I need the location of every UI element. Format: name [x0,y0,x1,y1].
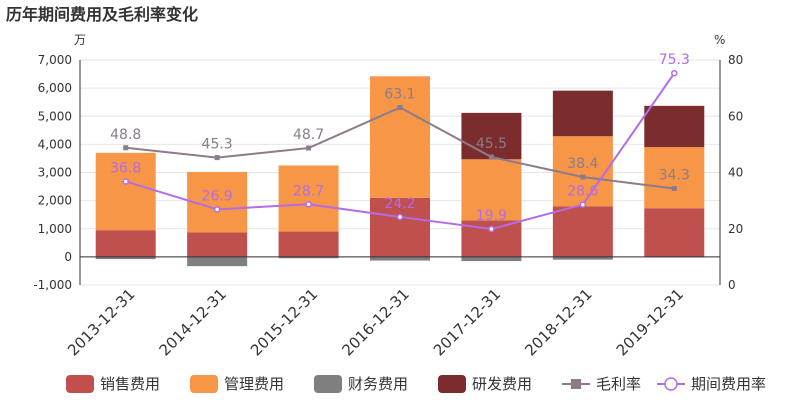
bar-segment[interactable] [644,208,705,257]
data-label: 45.5 [476,136,507,152]
right-tick-label: 40 [728,166,743,180]
category-label: 2015-12-31 [247,285,321,359]
data-point[interactable] [305,201,312,208]
data-label: 48.8 [110,127,141,143]
left-tick-label: 3,000 [38,166,72,180]
legend-swatch [190,375,218,393]
bar-segment[interactable] [552,90,613,137]
data-label: 75.3 [659,52,690,68]
data-labels: 48.8 45.3 48.7 63.1 45.5 38.4 34.3 36.8 26.9 28.7… [110,52,690,224]
legend[interactable]: 销售费用 管理费用 财务费用 研发费用 毛利率 期间费用率 [66,375,766,393]
legend-label: 管理费用 [224,375,284,393]
data-label: 19.9 [476,208,507,224]
data-point[interactable] [213,206,221,213]
left-tick-label: 0 [64,250,72,264]
bar-segment[interactable] [370,197,430,257]
legend-item[interactable]: 管理费用 [190,375,284,393]
right-tick-label: 60 [728,109,743,123]
data-point[interactable] [671,186,677,192]
legend-item[interactable]: 期间费用率 [657,375,766,393]
category-label: 2017-12-31 [430,285,504,359]
left-tick-label: 4,000 [38,137,72,151]
legend-swatch [66,375,94,393]
legend-label: 研发费用 [472,375,532,393]
bar-segment[interactable] [95,230,156,257]
bar-segment[interactable] [370,76,430,198]
legend-label: 毛利率 [596,375,641,393]
category-label: 2016-12-31 [338,285,412,359]
category-label: 2014-12-31 [156,285,230,359]
right-axis-unit: % [714,33,725,47]
data-label: 48.7 [293,127,324,143]
bar-segment[interactable] [278,231,339,257]
bar-segment[interactable] [644,105,705,148]
left-tick-label: 7,000 [38,53,72,67]
chart-title: 历年期间费用及毛利率变化 [6,5,198,24]
data-label: 63.1 [384,87,415,103]
left-tick-label: 6,000 [38,81,72,95]
bar-segment[interactable] [461,159,522,221]
legend-item[interactable]: 研发费用 [438,375,532,393]
bar-segment[interactable] [187,232,248,257]
data-label: 38.4 [567,156,598,172]
bar-segment[interactable] [461,256,522,262]
data-label: 28.6 [567,184,598,200]
left-axis-unit: 万 [74,33,86,47]
data-label: 24.2 [384,196,415,212]
data-point[interactable] [214,155,220,161]
bar-segment[interactable] [552,206,613,257]
bar-segment[interactable] [644,147,705,209]
category-label: 2013-12-31 [64,285,138,359]
legend-swatch [438,375,466,393]
left-tick-label: 5,000 [38,109,72,123]
data-point[interactable] [122,178,129,185]
data-label: 34.3 [659,168,690,184]
category-label: 2018-12-31 [521,285,595,359]
data-label: 36.8 [110,161,141,177]
data-point[interactable] [488,154,494,160]
data-point[interactable] [306,145,312,151]
data-point[interactable] [396,213,404,221]
data-point[interactable] [580,174,586,180]
data-label: 45.3 [202,137,233,153]
bars [95,76,705,267]
legend-marker [664,377,678,391]
bar-segment[interactable] [187,256,248,267]
data-label: 28.7 [293,183,324,199]
data-label: 26.9 [202,188,233,204]
left-tick-label: -1,000 [33,278,72,292]
legend-item[interactable]: 毛利率 [562,375,641,393]
bar-segment[interactable] [278,165,339,232]
bar-segment[interactable] [95,256,156,260]
left-tick-label: 2,000 [38,194,72,208]
legend-item[interactable]: 财务费用 [314,375,408,393]
bar-segment[interactable] [552,256,613,260]
right-tick-label: 0 [728,278,736,292]
legend-item[interactable]: 销售费用 [66,375,160,393]
bar-segment[interactable] [187,171,248,233]
category-label: 2019-12-31 [613,285,687,359]
right-tick-label: 80 [728,53,743,67]
legend-label: 期间费用率 [691,375,766,393]
bar-segment[interactable] [370,256,430,261]
data-point[interactable] [671,69,678,77]
bar-segment[interactable] [461,112,522,160]
data-point[interactable] [488,225,495,233]
legend-label: 财务费用 [348,375,408,393]
left-tick-label: 1,000 [38,222,72,236]
bar-segment[interactable] [552,136,613,207]
legend-label: 销售费用 [100,375,160,393]
bar-segment[interactable] [95,152,156,231]
lines [122,69,678,233]
data-point[interactable] [123,145,129,151]
bar-segment[interactable] [278,256,339,259]
legend-marker [571,379,581,389]
data-point[interactable] [579,201,587,208]
data-point[interactable] [397,105,403,111]
right-tick-label: 20 [728,222,743,236]
legend-swatch [314,375,342,393]
